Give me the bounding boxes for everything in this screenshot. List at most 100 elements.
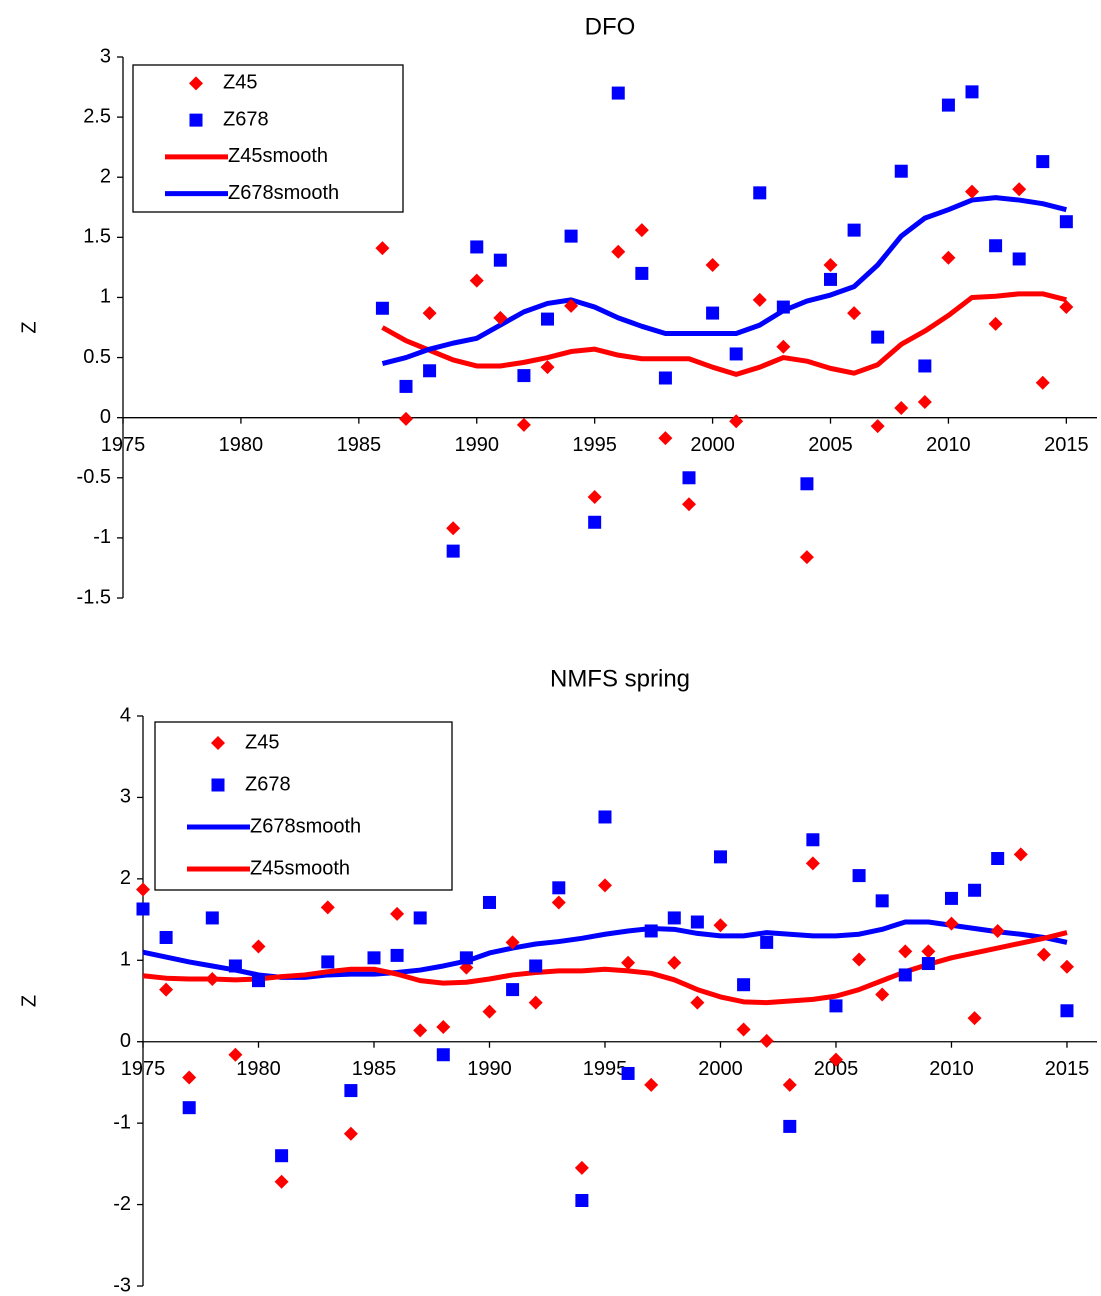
y-tick-label: 2: [120, 867, 131, 889]
point: [182, 1101, 196, 1115]
point: [1036, 947, 1051, 962]
point: [737, 978, 751, 992]
legend-label: Z45smooth: [228, 145, 328, 167]
point: [824, 272, 838, 286]
point: [459, 951, 473, 965]
point: [228, 1047, 243, 1062]
point: [574, 1160, 589, 1175]
y-tick-label: 0.5: [83, 346, 111, 368]
chart-title: DFO: [585, 13, 636, 40]
y-tick-label: -1: [93, 526, 111, 548]
point: [800, 477, 814, 491]
point: [847, 306, 862, 321]
smooth-line: [142, 930, 1068, 1006]
point: [436, 1020, 451, 1035]
point: [634, 223, 649, 238]
point: [705, 257, 720, 272]
x-tick-label: 2000: [690, 434, 735, 456]
legend-label: Z678: [245, 773, 291, 795]
point: [729, 347, 743, 361]
point: [635, 266, 649, 280]
point: [713, 918, 728, 933]
point: [1012, 182, 1027, 197]
point: [564, 298, 579, 313]
y-tick-label: 1.5: [83, 226, 111, 248]
x-tick-label: 1975: [121, 1058, 166, 1080]
point: [776, 339, 791, 354]
point: [529, 959, 543, 973]
point: [921, 957, 935, 971]
point: [753, 186, 767, 200]
y-tick-label: -1: [113, 1111, 131, 1133]
legend-label: Z45: [223, 72, 257, 94]
x-tick-label: 1990: [455, 434, 500, 456]
x-tick-label: 2010: [929, 1058, 974, 1080]
point: [321, 955, 335, 969]
smooth-line: [381, 195, 1067, 366]
point: [667, 955, 682, 970]
point: [736, 1022, 751, 1037]
point: [320, 900, 335, 915]
x-tick-label: 1980: [236, 1058, 281, 1080]
chart-panel: NMFS spring Z -3 -2 -1 0 1 2 3 4 1975 1980 1985 1990 1…: [18, 665, 1097, 1296]
point: [667, 911, 681, 925]
point: [621, 1066, 635, 1080]
y-tick-label: 4: [120, 704, 131, 726]
point: [446, 521, 461, 536]
point: [422, 306, 437, 321]
point: [690, 915, 704, 929]
point: [228, 959, 242, 973]
point: [505, 935, 520, 950]
point: [658, 431, 673, 446]
legend-label: Z678: [223, 108, 269, 130]
point: [482, 1004, 497, 1019]
point: [541, 312, 555, 326]
point: [682, 471, 696, 485]
point: [413, 1023, 428, 1038]
point: [917, 395, 932, 410]
y-axis-label: Z: [18, 995, 40, 1007]
point: [644, 924, 658, 938]
point: [658, 371, 672, 385]
point: [375, 241, 390, 256]
point: [399, 379, 413, 393]
point: [944, 891, 958, 905]
point: [875, 987, 890, 1002]
y-tick-label: 1: [100, 286, 111, 308]
y-tick-label: 1: [120, 949, 131, 971]
point: [1035, 375, 1050, 390]
point: [506, 983, 520, 997]
point: [390, 948, 404, 962]
point: [898, 944, 913, 959]
point: [682, 497, 697, 512]
x-tick-label: 2010: [926, 434, 971, 456]
y-tick-label: -0.5: [77, 466, 111, 488]
point: [852, 952, 867, 967]
point: [1013, 847, 1028, 862]
legend-box: [132, 64, 404, 213]
point: [413, 911, 427, 925]
y-axis-label: Z: [18, 321, 40, 333]
point: [713, 850, 727, 864]
point: [852, 869, 866, 883]
legend-marker: [189, 76, 203, 91]
x-tick-label: 1995: [583, 1058, 628, 1080]
point: [1060, 1004, 1074, 1018]
y-tick-label: -2: [113, 1193, 131, 1215]
point: [991, 852, 1005, 865]
point: [1036, 155, 1050, 169]
x-tick-label: 2000: [698, 1058, 743, 1080]
legend-marker: [189, 113, 203, 127]
point: [1059, 959, 1074, 974]
x-tick-label: 1985: [337, 434, 382, 456]
point: [552, 881, 566, 895]
point: [894, 164, 908, 178]
legend-box: [154, 721, 453, 891]
x-tick-label: 2015: [1045, 1058, 1090, 1080]
point: [588, 515, 602, 529]
point: [274, 1174, 289, 1189]
point: [990, 923, 1005, 938]
point: [894, 401, 909, 416]
y-tick-label: -1.5: [77, 586, 111, 608]
point: [968, 883, 982, 897]
